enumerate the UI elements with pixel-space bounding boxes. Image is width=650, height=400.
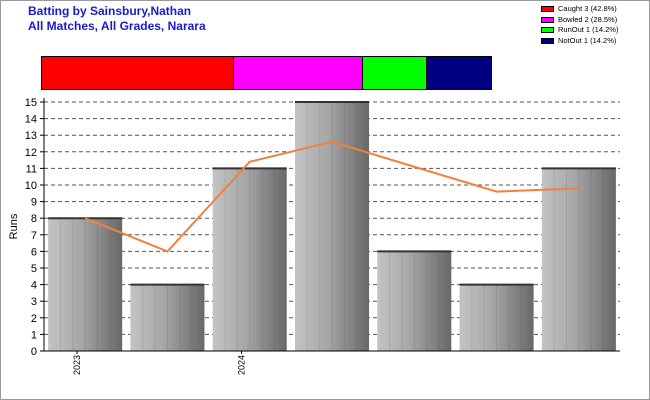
bar: [294, 102, 370, 351]
distribution-segment-bowled: [234, 57, 363, 89]
y-tick-label: 2: [31, 313, 37, 325]
legend-swatch-notout: [541, 37, 554, 44]
distribution-segment-caught: [42, 57, 235, 89]
y-tick-label: 8: [31, 213, 37, 225]
x-tick-label: 2023: [72, 355, 82, 375]
legend-swatch-runout: [541, 27, 554, 34]
y-tick-label: 7: [31, 230, 37, 242]
bar: [459, 284, 534, 351]
y-tick-label: 1: [31, 329, 37, 341]
average-line: [84, 140, 579, 253]
bar: [130, 284, 205, 351]
legend-swatch-caught: [541, 6, 554, 13]
legend-label-caught: Caught 3 (42.8%): [558, 4, 617, 13]
distribution-segment-runout: [362, 57, 428, 89]
title-line-1: Batting by Sainsbury,Nathan: [28, 4, 192, 18]
chart-title: Batting by Sainsbury,Nathan All Matches,…: [28, 4, 206, 34]
y-tick-label: 13: [25, 130, 37, 142]
y-tick-label: 10: [25, 180, 37, 192]
legend-label-bowled: Bowled 2 (28.5%): [558, 14, 618, 24]
legend-item-caught: Caught 3 (42.8%): [541, 4, 618, 15]
y-tick-label: 12: [25, 147, 37, 159]
bar: [48, 218, 123, 351]
title-line-2: All Matches, All Grades, Narara: [28, 19, 206, 33]
y-tick-label: 11: [26, 163, 37, 175]
legend-swatch-bowled: [541, 16, 554, 23]
y-tick-label: 9: [31, 197, 37, 209]
y-tick-label: 4: [31, 280, 37, 292]
y-axis-label: Runs: [8, 213, 20, 239]
y-tick-label: 3: [31, 296, 37, 308]
legend-item-runout: RunOut 1 (14.2%): [541, 25, 618, 36]
legend-label-runout: RunOut 1 (14.2%): [558, 25, 619, 34]
y-tick-label: 14: [25, 114, 37, 126]
y-tick-label: 15: [25, 97, 37, 109]
legend-item-notout: NotOut 1 (14.2%): [541, 36, 618, 47]
distribution-segment-notout: [427, 57, 491, 89]
dismissal-distribution-bar: [41, 56, 492, 90]
bar: [212, 168, 287, 351]
legend-item-bowled: Bowled 2 (28.5%): [541, 15, 618, 26]
x-tick-label: 2024: [237, 355, 247, 375]
y-tick-label: 0: [31, 346, 37, 358]
legend-label-notout: NotOut 1 (14.2%): [558, 35, 617, 45]
bar: [377, 251, 452, 351]
legend: Caught 3 (42.8%) Bowled 2 (28.5%) RunOut…: [541, 4, 618, 46]
y-tick-label: 6: [31, 246, 37, 258]
bar: [541, 168, 616, 351]
y-tick-label: 5: [31, 263, 37, 275]
